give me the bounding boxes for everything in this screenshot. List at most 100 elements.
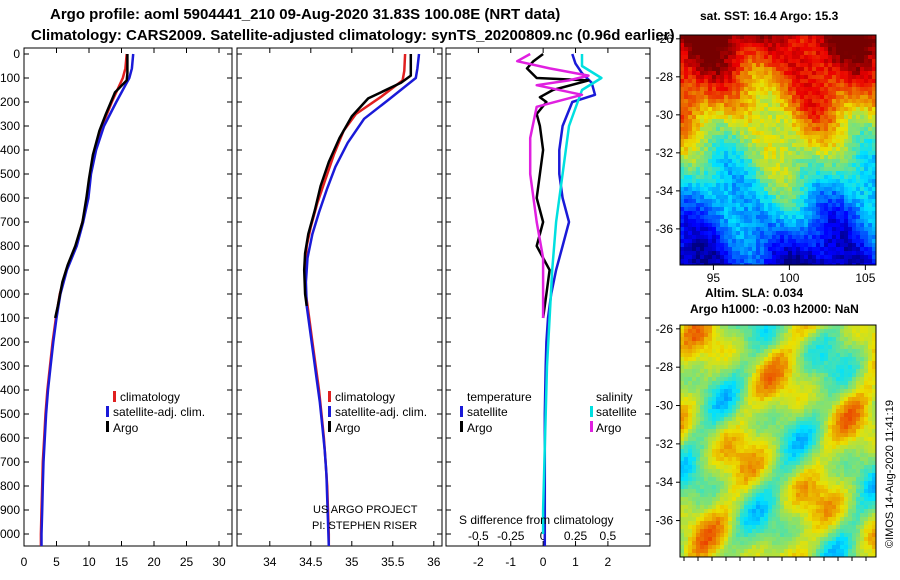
sst-cell: [824, 87, 828, 91]
sla-cell: [744, 361, 748, 365]
sla-cell: [832, 357, 836, 361]
sst-cell: [868, 223, 872, 227]
sla-cell: [792, 381, 796, 385]
sst-cell: [832, 75, 836, 79]
sla-cell: [712, 325, 716, 329]
sst-cell: [872, 115, 876, 119]
sla-cell: [772, 325, 776, 329]
sla-cell: [816, 353, 820, 357]
sla-cell: [728, 345, 732, 349]
sla-cell: [760, 461, 764, 465]
sst-cell: [868, 179, 872, 183]
sla-cell: [752, 413, 756, 417]
sla-cell: [764, 365, 768, 369]
sst-cell: [692, 251, 696, 255]
sst-cell: [872, 95, 876, 99]
sst-cell: [780, 91, 784, 95]
sst-cell: [812, 59, 816, 63]
sla-cell: [768, 409, 772, 413]
sla-cell: [688, 417, 692, 421]
sst-cell: [860, 51, 864, 55]
sla-cell: [716, 337, 720, 341]
sst-cell: [828, 195, 832, 199]
sla-cell: [800, 437, 804, 441]
sst-cell: [740, 119, 744, 123]
sst-cell: [772, 231, 776, 235]
sst-cell: [816, 179, 820, 183]
sst-cell: [680, 123, 684, 127]
sst-cell: [852, 139, 856, 143]
sst-cell: [712, 235, 716, 239]
sst-cell: [728, 87, 732, 91]
sst-cell: [796, 247, 800, 251]
sst-cell: [768, 223, 772, 227]
sst-cell: [684, 139, 688, 143]
sla-cell: [748, 389, 752, 393]
sst-cell: [856, 59, 860, 63]
sst-cell: [780, 215, 784, 219]
sla-cell: [824, 341, 828, 345]
sla-cell: [776, 437, 780, 441]
sla-cell: [832, 417, 836, 421]
sst-cell: [700, 203, 704, 207]
sla-cell: [716, 353, 720, 357]
sst-cell: [708, 191, 712, 195]
sst-cell: [808, 171, 812, 175]
sst-cell: [764, 35, 768, 39]
sla-cell: [680, 341, 684, 345]
sla-cell: [824, 381, 828, 385]
sst-cell: [696, 247, 700, 251]
sst-cell: [828, 95, 832, 99]
legend-climatology: climatology: [335, 390, 395, 404]
sst-cell: [872, 215, 876, 219]
sla-cell: [844, 373, 848, 377]
sla-cell: [784, 413, 788, 417]
sla-cell: [748, 425, 752, 429]
sst-cell: [724, 219, 728, 223]
sla-cell: [800, 373, 804, 377]
sst-cell: [688, 103, 692, 107]
sst-cell: [740, 195, 744, 199]
sla-cell: [836, 337, 840, 341]
sla-cell: [868, 429, 872, 433]
sst-cell: [848, 151, 852, 155]
sla-cell: [712, 465, 716, 469]
sst-cell: [860, 75, 864, 79]
sla-cell: [680, 361, 684, 365]
sla-cell: [840, 345, 844, 349]
sst-cell: [744, 211, 748, 215]
sst-cell: [836, 199, 840, 203]
sla-cell: [848, 389, 852, 393]
sst-cell: [832, 179, 836, 183]
sst-cell: [708, 95, 712, 99]
sst-cell: [864, 143, 868, 147]
sst-cell: [812, 219, 816, 223]
sst-cell: [704, 179, 708, 183]
sla-cell: [872, 373, 876, 377]
sla-cell: [724, 457, 728, 461]
sla-cell: [708, 429, 712, 433]
sst-cell: [696, 191, 700, 195]
sst-cell: [804, 39, 808, 43]
sla-cell: [684, 393, 688, 397]
sst-cell: [856, 199, 860, 203]
sst-cell: [776, 115, 780, 119]
sst-cell: [836, 75, 840, 79]
sla-cell: [712, 357, 716, 361]
sst-cell: [804, 167, 808, 171]
sla-cell: [872, 417, 876, 421]
sst-cell: [812, 131, 816, 135]
sst-cell: [868, 155, 872, 159]
sst-cell: [740, 247, 744, 251]
sst-cell: [692, 187, 696, 191]
sst-cell: [780, 43, 784, 47]
sst-cell: [700, 167, 704, 171]
sla-cell: [700, 377, 704, 381]
sst-cell: [688, 87, 692, 91]
sla-cell: [720, 381, 724, 385]
sst-cell: [756, 67, 760, 71]
sla-cell: [824, 377, 828, 381]
sla-cell: [736, 401, 740, 405]
sst-cell: [812, 227, 816, 231]
sla-cell: [832, 473, 836, 477]
